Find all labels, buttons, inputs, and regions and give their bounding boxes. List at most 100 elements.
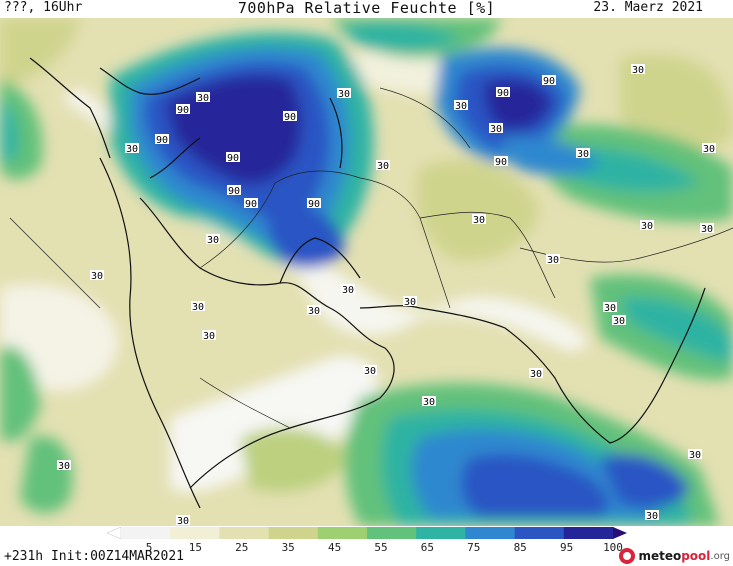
contour-label-90: 90 [227, 185, 241, 197]
svg-text:30: 30 [703, 144, 715, 155]
scale-segment [514, 527, 565, 539]
contour-label-30: 30 [307, 305, 321, 317]
svg-text:30: 30 [364, 366, 376, 377]
contour-label-30: 30 [422, 396, 436, 408]
scale-tick-label: 35 [281, 541, 295, 554]
logo-text-pool: pool [681, 549, 711, 563]
scale-tick-label: 95 [559, 541, 574, 554]
svg-text:30: 30 [342, 285, 354, 296]
contour-label-30: 30 [472, 214, 486, 226]
contour-labels: 90 90 90 90 90 90 90 90 90 90 30 30 30 3… [57, 64, 716, 526]
svg-text:30: 30 [126, 144, 138, 155]
logo-text-meteo: meteo [638, 549, 682, 563]
contour-label-30: 30 [125, 143, 139, 155]
contour-label-30: 30 [337, 88, 351, 100]
scale-segment [170, 527, 220, 539]
svg-text:90: 90 [497, 88, 509, 99]
svg-text:90: 90 [284, 112, 296, 123]
svg-text:30: 30 [192, 302, 204, 313]
contour-label-90: 90 [226, 152, 240, 164]
scale-tick-label: 45 [327, 541, 342, 554]
svg-text:90: 90 [227, 153, 239, 164]
contour-label-30: 30 [702, 143, 716, 155]
scale-tick-label: 100 [603, 541, 623, 554]
svg-text:30: 30 [338, 89, 350, 100]
scale-tick-label: 55 [374, 541, 388, 554]
svg-text:90: 90 [495, 157, 507, 168]
scale-tick-label: 75 [467, 541, 481, 554]
contour-label-90: 90 [155, 134, 169, 146]
svg-text:30: 30 [646, 511, 658, 522]
contour-label-90: 90 [494, 156, 508, 168]
scale-tick-label: 5 [145, 541, 153, 554]
svg-text:30: 30 [547, 255, 559, 266]
humidity-field [0, 18, 733, 526]
svg-text:30: 30 [530, 369, 542, 380]
scale-segment [121, 527, 171, 539]
contour-label-30: 30 [57, 460, 71, 472]
contour-label-30: 30 [688, 449, 702, 461]
contour-label-30: 30 [176, 515, 190, 526]
forecast-date: 23. Maerz 2021 [593, 0, 703, 15]
contour-label-90: 90 [283, 111, 297, 123]
svg-text:30: 30 [577, 149, 589, 160]
svg-text:30: 30 [701, 224, 713, 235]
svg-text:30: 30 [58, 461, 70, 472]
scale-tick-label: 85 [513, 541, 527, 554]
contour-label-90: 90 [244, 198, 258, 210]
meteopool-logo[interactable]: meteo pool .org [619, 546, 730, 566]
svg-text:30: 30 [207, 235, 219, 246]
contour-label-90: 90 [496, 87, 510, 99]
svg-text:90: 90 [156, 135, 168, 146]
svg-text:90: 90 [245, 199, 257, 210]
svg-text:30: 30 [490, 124, 502, 135]
contour-label-30: 30 [700, 223, 714, 235]
svg-text:30: 30 [203, 331, 215, 342]
svg-text:90: 90 [177, 105, 189, 116]
contour-label-30: 30 [576, 148, 590, 160]
contour-label-30: 30 [363, 365, 377, 377]
contour-label-30: 30 [202, 330, 216, 342]
svg-text:90: 90 [543, 76, 555, 87]
run-valid-time: ???, 16Uhr [4, 0, 83, 15]
contour-label-30: 30 [376, 160, 390, 172]
svg-text:30: 30 [91, 271, 103, 282]
logo-text-org: .org [710, 550, 730, 562]
contour-label-30: 30 [645, 510, 659, 522]
contour-label-90: 90 [176, 104, 190, 116]
svg-text:30: 30 [377, 161, 389, 172]
contour-label-30: 30 [196, 92, 210, 104]
svg-text:90: 90 [308, 199, 320, 210]
svg-text:30: 30 [197, 93, 209, 104]
svg-text:30: 30 [455, 101, 467, 112]
scale-segment [268, 527, 319, 539]
coastlines [29, 57, 706, 509]
contour-label-90: 90 [542, 75, 556, 87]
contour-label-30: 30 [640, 220, 654, 232]
contour-label-30: 30 [529, 368, 543, 380]
scale-segment [416, 527, 466, 539]
svg-text:30: 30 [641, 221, 653, 232]
scale-segment [219, 527, 270, 539]
svg-text:30: 30 [613, 316, 625, 327]
svg-text:30: 30 [404, 297, 416, 308]
scale-tick-label: 65 [420, 541, 435, 554]
svg-text:30: 30 [177, 516, 189, 526]
color-scale-bar [107, 527, 627, 539]
svg-text:30: 30 [473, 215, 485, 226]
svg-text:30: 30 [423, 397, 435, 408]
scale-tick-label: 15 [188, 541, 203, 554]
contour-label-30: 30 [191, 301, 205, 313]
contour-label-90: 90 [307, 198, 321, 210]
svg-text:30: 30 [604, 303, 616, 314]
map-title: 700hPa Relative Feuchte [%] [237, 0, 496, 17]
humidity-map[interactable]: 90 90 90 90 90 90 90 90 90 90 30 30 30 3… [0, 18, 733, 526]
contour-label-30: 30 [631, 64, 645, 76]
contour-label-30: 30 [546, 254, 560, 266]
contour-label-30: 30 [90, 270, 104, 282]
svg-text:90: 90 [228, 186, 240, 197]
contour-label-30: 30 [454, 100, 468, 112]
logo-icon [619, 548, 636, 564]
contour-label-30: 30 [603, 302, 617, 314]
scale-segment [563, 527, 614, 539]
